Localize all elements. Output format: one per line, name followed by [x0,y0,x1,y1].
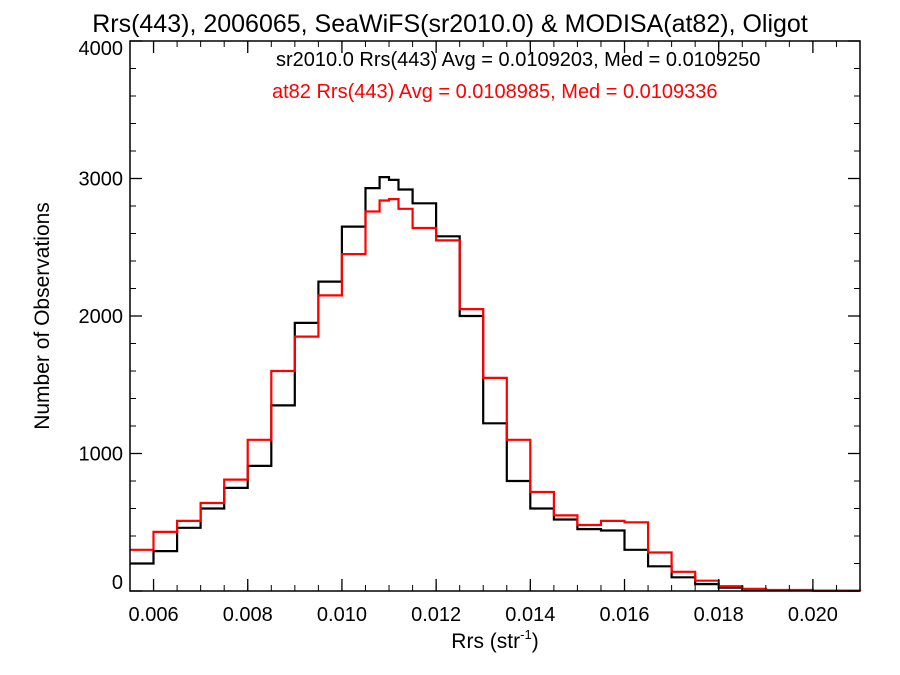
tick-layer: 0.006 0.008 0.010 0.012 0.014 0.016 0.018 0.020… [79,38,861,626]
x-tick-label: 0.010 [317,604,367,626]
series-sr2010-line [130,176,862,592]
chart-title: Rrs(443), 2006065, SeaWiFS(sr2010.0) & M… [92,10,808,38]
legend-entry-sr2010: sr2010.0 Rrs(443) Avg = 0.0109203, Med =… [276,49,760,71]
x-tick-label: 0.008 [223,604,273,626]
legend-entry-at82: at82 Rrs(443) Avg = 0.0108985, Med = 0.0… [272,81,718,103]
series-layer [130,176,862,592]
x-tick-label: 0.018 [694,604,744,626]
y-tick-label: 3000 [79,169,124,191]
y-tick-label: 1000 [79,444,124,466]
x-tick-label: 0.012 [411,604,461,626]
x-axis-label: Rrs (str-1) [451,627,538,653]
x-tick-label: 0.016 [599,604,649,626]
y-tick-label: 4000 [79,38,124,60]
x-tick-label: 0.020 [788,604,838,626]
x-axis-label-sup: -1 [520,627,532,642]
x-tick-label: 0.006 [129,604,179,626]
x-axis-label-tail: ) [532,630,539,653]
x-axis-label-main: Rrs (str [451,630,520,653]
x-tick-label: 0.014 [505,604,555,626]
series-at82-line [130,198,862,592]
y-tick-label: 2000 [79,306,124,328]
y-tick-label: 0 [112,572,123,594]
plot-frame [129,40,861,592]
y-axis-label: Number of Observations [31,202,54,430]
